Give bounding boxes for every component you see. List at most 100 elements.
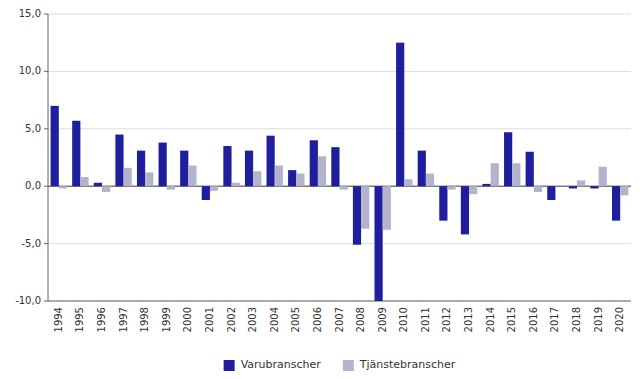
bar [51,106,59,186]
x-tick-label: 2004 [269,307,280,332]
x-tick-label: 2014 [485,307,496,332]
grid-line [48,301,631,302]
bar [223,146,231,186]
bar [310,140,318,186]
bar [288,170,296,186]
bar [439,186,447,220]
bar [94,183,102,186]
x-tick-label: 2010 [398,307,409,332]
grid-line [48,243,631,244]
bar [145,172,153,186]
x-axis-line [48,301,631,302]
bar [80,177,88,186]
y-tick-label: -5,0 [21,238,41,249]
bar [383,186,391,230]
bar [469,186,477,194]
x-tick-label: 2005 [290,307,301,332]
x-tick-label: 2008 [355,307,366,332]
bar [275,166,283,187]
x-tick-label: 1995 [74,307,85,332]
bar [512,163,520,186]
grid-line [48,14,631,15]
y-tick-label: 15,0 [19,8,41,19]
bar [167,186,175,189]
bar [547,186,555,200]
legend-label: Varubranscher [241,358,322,371]
x-tick-label: 1996 [96,307,107,332]
bar [461,186,469,234]
bar [504,132,512,186]
bar [318,156,326,186]
bar [232,183,240,186]
legend-label: Tjänstebranscher [359,358,456,371]
bar [124,168,132,186]
bar [159,143,167,187]
x-tick-label: 2019 [593,307,604,332]
bar [210,186,218,191]
bar [72,121,80,186]
bar [245,151,253,187]
bar [202,186,210,200]
bar [102,186,110,192]
chart: -10,0-5,00,05,010,015,019941995199619971… [0,0,643,379]
legend-item: Tjänstebranscher [343,358,456,371]
legend-swatch [224,360,235,371]
bar [374,186,382,301]
y-tick-label: 5,0 [25,123,41,134]
x-tick-label: 2007 [334,307,345,332]
x-tick-label: 2000 [182,307,193,332]
bar [404,179,412,186]
bar [331,147,339,186]
bar [534,186,542,192]
bar [59,186,67,188]
x-tick-label: 1998 [139,307,150,332]
y-tick-label: -10,0 [15,295,41,306]
bar [396,43,404,187]
x-tick-label: 1994 [53,307,64,332]
bar [353,186,361,245]
bar [590,186,598,188]
x-tick-label: 2017 [549,307,560,332]
bar [137,151,145,187]
legend-swatch [343,360,354,371]
y-tick [44,14,48,15]
axes: -10,0-5,00,05,010,015,019941995199619971… [15,8,631,332]
bar [115,135,123,187]
chart-container: -10,0-5,00,05,010,015,019941995199619971… [0,0,643,379]
legend: Varubranscher Tjänstebranscher [224,358,456,371]
bar [447,186,455,189]
y-tick [44,186,48,187]
bar [599,167,607,187]
x-tick-label: 2018 [571,307,582,332]
bar [188,166,196,187]
bar [296,174,304,187]
x-tick-label: 2016 [528,307,539,332]
grid-line [48,128,631,129]
bar [426,174,434,187]
y-tick [44,128,48,129]
bar [620,186,628,195]
y-tick [44,243,48,244]
y-axis-line [48,14,49,301]
x-tick-label: 2003 [247,307,258,332]
grid-line [48,71,631,72]
x-tick-label: 2015 [506,307,517,332]
bar [569,186,577,188]
x-tick-label: 2006 [312,307,323,332]
bar [180,151,188,187]
bar [361,186,369,228]
bars [51,43,629,301]
x-tick-label: 2012 [441,307,452,332]
x-tick-label: 2013 [463,307,474,332]
x-tick-label: 2002 [226,307,237,332]
bar [555,186,563,187]
bar [491,163,499,186]
y-tick-label: 0,0 [25,180,41,191]
bar [267,136,275,187]
legend-item: Varubranscher [224,358,322,371]
x-tick-label: 2009 [377,307,388,332]
x-tick-label: 2001 [204,307,215,332]
x-tick-label: 1997 [118,307,129,332]
x-tick-label: 1999 [161,307,172,332]
x-tick-label: 2020 [614,307,625,332]
